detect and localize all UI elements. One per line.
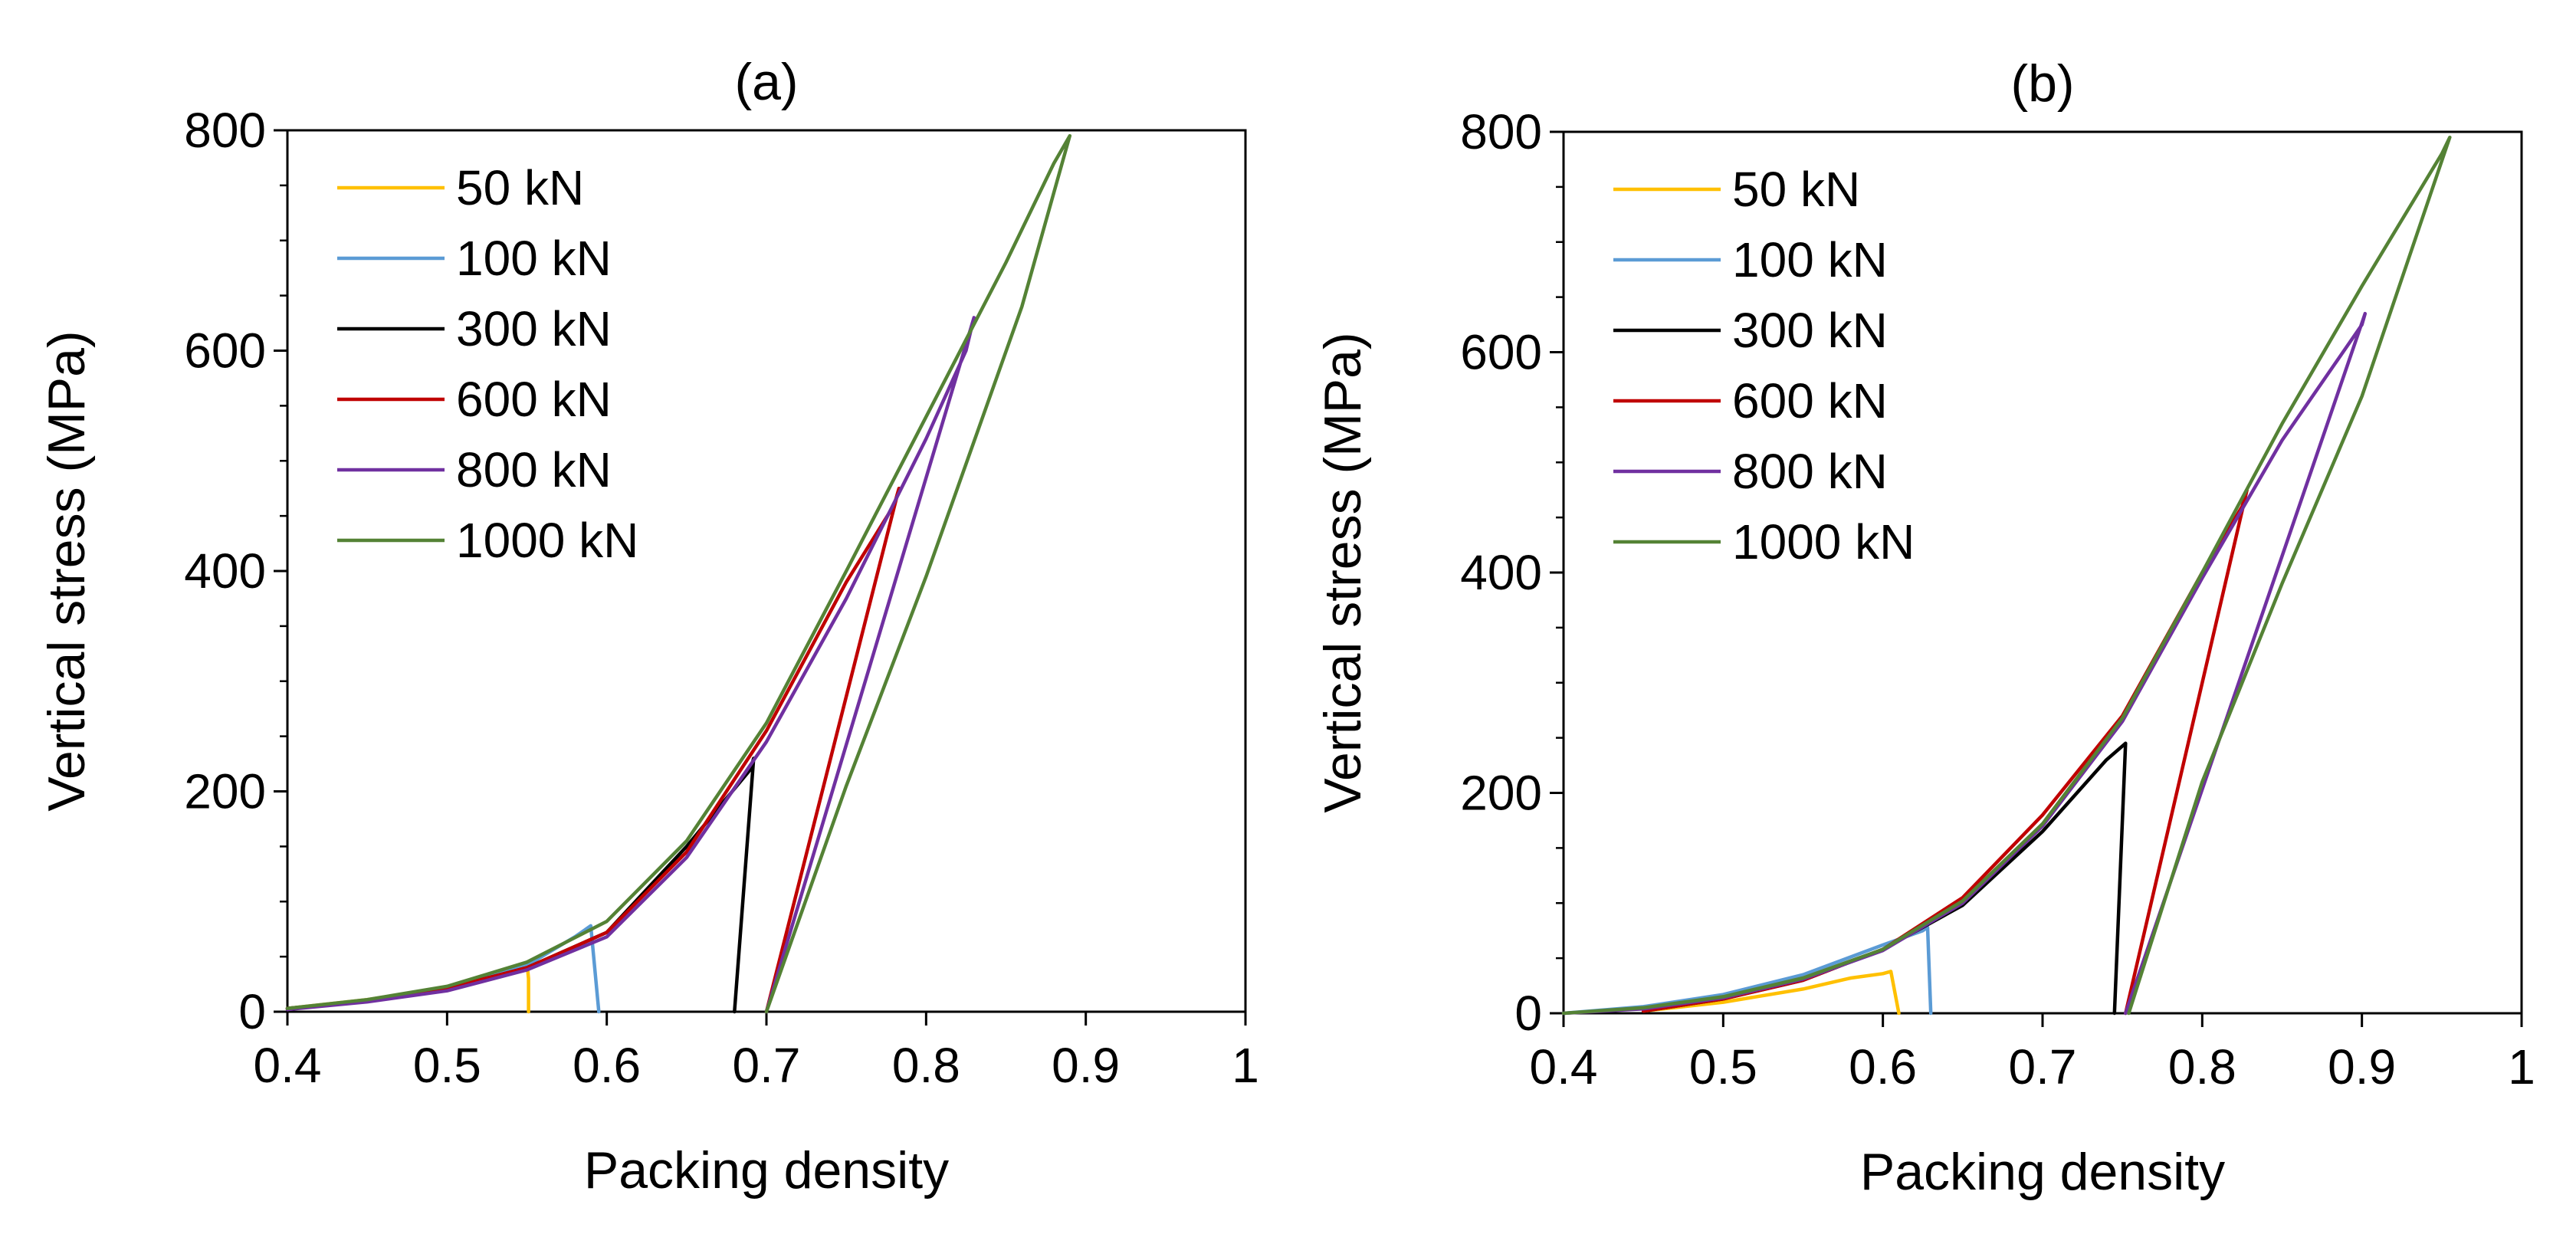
x-tick-label: 0.4 [1530, 1039, 1598, 1095]
panel-a: 0 200 400 600 800 0.4 0.5 0.6 0.7 0.8 0.9 1 (a) Packi… [38, 53, 1259, 1200]
legend-label: 800 kN [456, 442, 612, 497]
legend-label: 50 kN [456, 160, 584, 215]
x-tick-label: 0.5 [413, 1038, 481, 1093]
legend-label: 300 kN [456, 301, 612, 356]
x-tick-label: 0.6 [573, 1038, 641, 1093]
y-tick-label: 200 [1460, 766, 1542, 821]
legend-label: 1000 kN [456, 513, 638, 568]
x-tick-label: 0.7 [2009, 1039, 2077, 1095]
x-axis-label: Packing density [1860, 1143, 2225, 1201]
panel-b: 0 200 400 600 800 0.4 0.5 0.6 0.7 0.8 0.9 1 (b) Packi… [1314, 54, 2535, 1201]
y-tick-label: 600 [1460, 325, 1542, 380]
series-line [1561, 135, 2452, 1016]
legend-label: 100 kN [456, 231, 612, 286]
panel-title: (b) [2010, 54, 2074, 113]
y-tick-label: 600 [184, 323, 266, 379]
legend-label: 50 kN [1732, 162, 1860, 217]
x-tick-label: 0.9 [1052, 1038, 1120, 1093]
y-tick-label: 400 [1460, 545, 1542, 600]
legend-label: 1000 kN [1732, 514, 1915, 569]
x-tick-label: 0.5 [1689, 1039, 1757, 1095]
x-tick-label: 0.6 [1849, 1039, 1917, 1095]
x-tick-label: 1 [2508, 1039, 2535, 1095]
y-tick-label: 400 [184, 543, 266, 599]
y-tick-label: 0 [238, 984, 266, 1039]
legend-label: 800 kN [1732, 444, 1888, 499]
y-tick-label: 800 [1460, 104, 1542, 159]
x-tick-label: 1 [1232, 1038, 1259, 1093]
x-tick-label: 0.8 [892, 1038, 960, 1093]
series-line [285, 133, 1072, 1014]
x-axis-label: Packing density [584, 1141, 949, 1200]
legend-label: 600 kN [1732, 373, 1888, 428]
series-line [1641, 970, 1901, 1016]
panel-title: (a) [734, 53, 798, 111]
x-tick-label: 0.7 [733, 1038, 801, 1093]
y-tick-label: 800 [184, 103, 266, 158]
y-axis-label: Vertical stress (MPa) [1314, 332, 1372, 812]
x-tick-label: 0.8 [2168, 1039, 2236, 1095]
y-tick-label: 0 [1514, 986, 1542, 1041]
y-tick-label: 200 [184, 764, 266, 819]
x-tick-label: 0.9 [2328, 1039, 2396, 1095]
legend-label: 600 kN [456, 372, 612, 427]
x-tick-label: 0.4 [254, 1038, 322, 1093]
legend-label: 100 kN [1732, 232, 1888, 287]
y-axis-label: Vertical stress (MPa) [38, 330, 96, 811]
series-line [285, 316, 976, 1014]
legend-label: 300 kN [1732, 303, 1888, 358]
